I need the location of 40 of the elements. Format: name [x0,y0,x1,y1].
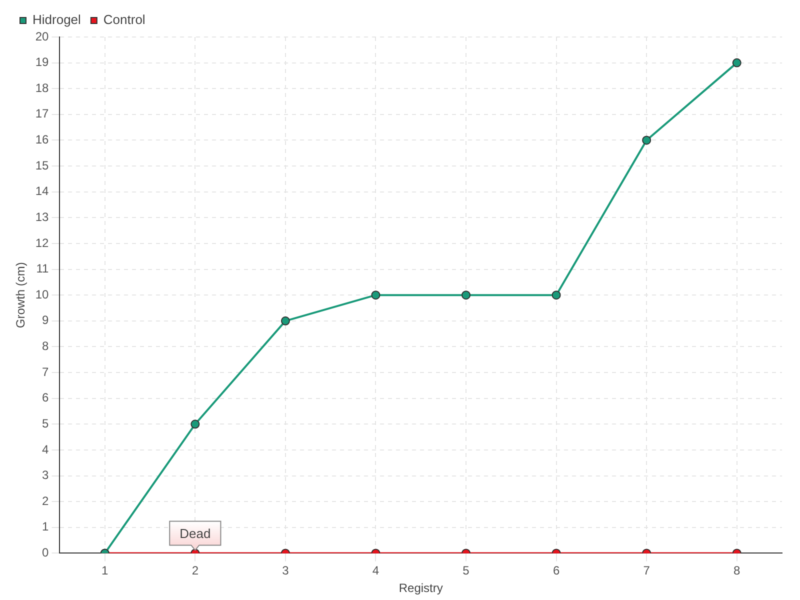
x-tick-label: 8 [734,564,741,578]
y-tick-label: 10 [35,287,50,302]
y-tick-label: 17 [35,106,50,121]
y-tick-label: 15 [35,158,50,172]
x-tick-label: 2 [192,564,199,578]
x-tick-label: 7 [643,564,650,578]
x-tick-label: 6 [552,564,560,578]
x-tick-label: 4 [372,564,380,578]
y-tick-label: 7 [42,364,50,379]
point [190,420,200,429]
y-tick-label: 13 [35,210,50,224]
x-tick-label: 5 [462,564,470,578]
point [280,316,290,326]
y-tick-label: 20 [35,29,50,44]
x-tick-label: 3 [282,564,290,578]
y-tick-label: 19 [35,55,50,70]
point [371,290,380,300]
y-tick-label: 1 [42,520,50,534]
legend-label: Control [103,12,146,28]
y-tick-label: 2 [42,494,50,508]
x-tick-label: 1 [102,564,109,578]
y-tick-label: 9 [42,313,50,328]
y-tick-label: 18 [35,80,50,95]
y-tick-label: 6 [42,390,50,405]
y-tick-label: 8 [42,339,50,354]
y-axis-title: Growth (cm) [14,262,28,328]
y-tick-label: 4 [42,442,50,456]
legend-label: Hidrogel [32,12,82,28]
point [642,136,652,145]
y-tick-label: 14 [35,184,50,198]
y-tick-label: 12 [35,236,50,250]
x-axis-title: Registry [398,581,443,596]
y-tick-label: 16 [35,132,50,147]
y-tick-label: 0 [42,546,50,560]
y-tick-label: 3 [42,468,50,482]
y-tick-label: 5 [42,416,50,430]
point [462,290,471,300]
annotation: Dead [180,526,211,541]
y-tick-label: 11 [36,262,50,276]
point [552,290,561,300]
